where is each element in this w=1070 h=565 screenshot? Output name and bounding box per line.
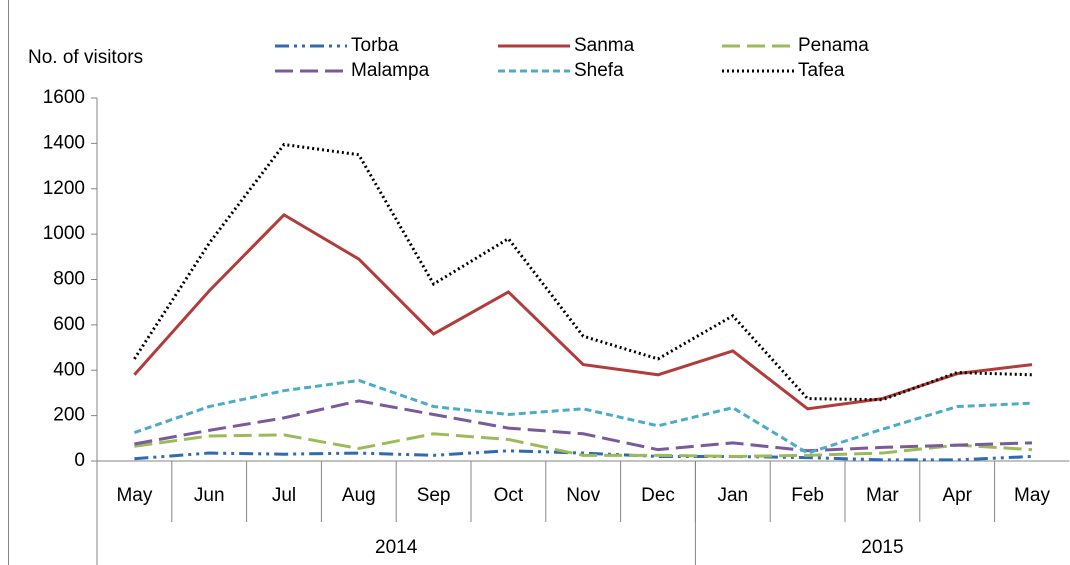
legend-label: Sanma	[574, 35, 635, 56]
group-label: 2014	[375, 537, 418, 558]
x-tick-label: Feb	[791, 485, 824, 506]
y-tick-label: 600	[53, 314, 85, 335]
x-tick-label: Aug	[342, 485, 376, 506]
x-tick-label: Nov	[566, 485, 600, 506]
legend-label: Malampa	[351, 60, 430, 81]
series-line	[133, 142, 1033, 402]
x-tick-label: Sep	[417, 485, 451, 506]
y-axis-label: No. of visitors	[28, 47, 143, 68]
y-tick-label: 0	[74, 450, 85, 471]
y-tick-label: 1600	[43, 87, 85, 108]
y-tick-label: 1200	[43, 178, 85, 199]
series-line	[134, 432, 1033, 458]
y-tick-label: 1400	[43, 132, 85, 153]
legend-label: Tafea	[798, 60, 845, 81]
y-tick-label: 1000	[43, 223, 85, 244]
x-tick-label: May	[116, 485, 152, 506]
y-tick-label: 400	[53, 359, 85, 380]
legend-label: Penama	[798, 35, 869, 56]
x-tick-label: Dec	[641, 485, 675, 506]
x-tick-label: Jan	[717, 485, 748, 506]
y-tick-label: 800	[53, 269, 85, 290]
series-line	[133, 212, 1033, 411]
series-line	[133, 378, 1033, 455]
series-line	[134, 399, 1033, 453]
x-tick-label: Mar	[866, 485, 899, 506]
x-tick-label: May	[1014, 485, 1050, 506]
series-line	[134, 449, 1033, 462]
legend-label: Shefa	[574, 60, 624, 81]
x-tick-label: Oct	[494, 485, 524, 506]
group-label: 2015	[861, 537, 903, 558]
legend-label: Torba	[351, 35, 399, 56]
x-tick-label: Apr	[942, 485, 972, 506]
x-tick-label: Jul	[272, 485, 296, 506]
x-tick-label: Jun	[194, 485, 225, 506]
y-tick-label: 200	[53, 405, 85, 426]
